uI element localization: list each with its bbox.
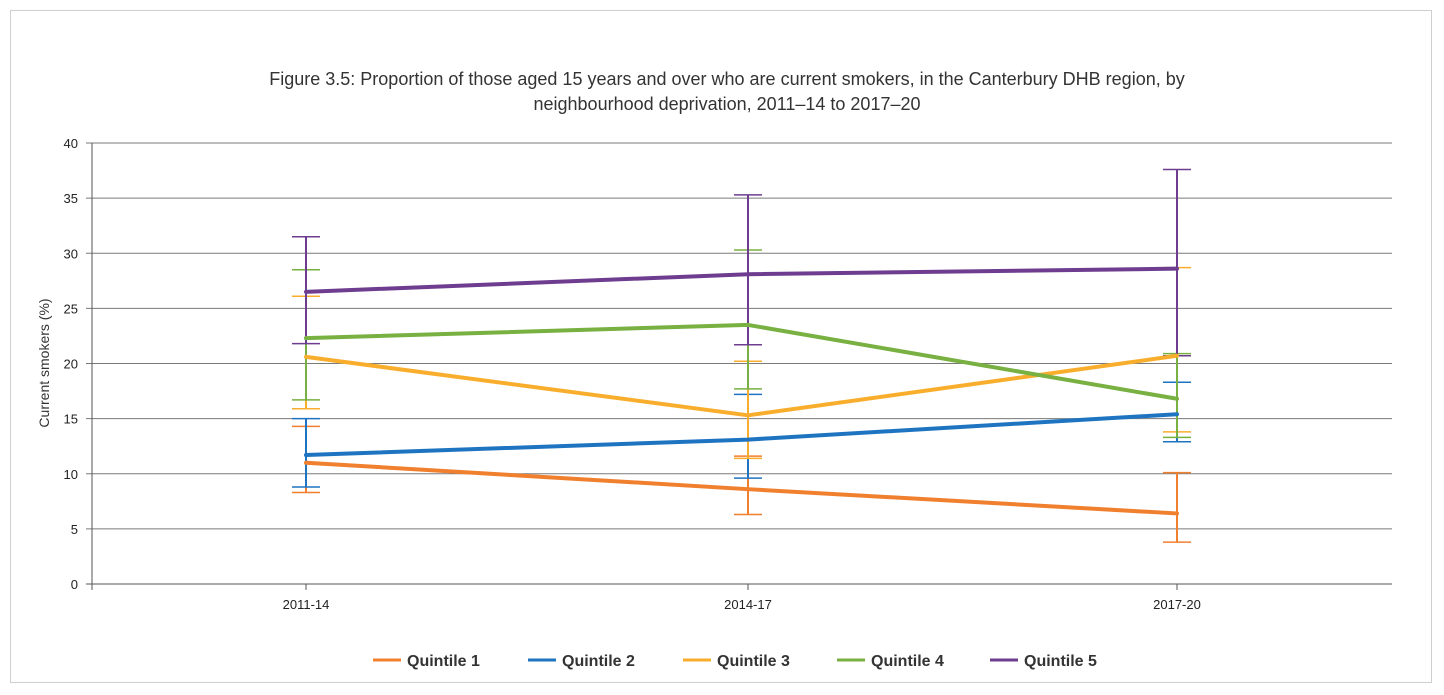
legend-item-quintile-2: Quintile 2 <box>528 653 635 670</box>
series-line-quintile-4 <box>304 322 1179 401</box>
x-tick-2014-17: 2014-17 <box>724 597 772 612</box>
legend-item-quintile-3: Quintile 3 <box>683 653 790 670</box>
series-line-quintile-1 <box>304 460 1179 516</box>
legend-label: Quintile 5 <box>1024 653 1097 670</box>
legend-item-quintile-1: Quintile 1 <box>373 653 480 670</box>
x-tick-labels: 2011-14 2014-17 2017-20 <box>283 597 1201 612</box>
y-tick-labels: 0 5 10 15 20 25 30 35 40 <box>64 136 78 592</box>
y-tick-40: 40 <box>64 136 78 151</box>
series-line-quintile-3 <box>304 353 1179 418</box>
legend-label: Quintile 1 <box>407 653 480 670</box>
series-line-quintile-2 <box>304 412 1179 458</box>
error-bar-1-2 <box>1163 471 1191 543</box>
gridlines <box>86 142 1392 590</box>
y-tick-25: 25 <box>64 301 78 316</box>
legend-label: Quintile 4 <box>871 653 944 670</box>
legend-item-quintile-4: Quintile 4 <box>837 653 944 670</box>
error-bars <box>292 168 1191 543</box>
y-tick-15: 15 <box>64 412 78 427</box>
legend-item-quintile-5: Quintile 5 <box>990 653 1097 670</box>
x-tick-2011-14: 2011-14 <box>283 597 330 612</box>
y-tick-35: 35 <box>64 191 78 206</box>
legend: Quintile 1 Quintile 2 Quintile 3 Quintile 4… <box>373 653 1097 670</box>
legend-label: Quintile 3 <box>717 653 790 670</box>
series-lines <box>304 266 1179 516</box>
chart-frame <box>10 10 1432 683</box>
series-line-quintile-5 <box>304 266 1179 294</box>
y-tick-0: 0 <box>71 577 78 592</box>
error-bar-5-2 <box>1163 168 1191 357</box>
legend-label: Quintile 2 <box>562 653 635 670</box>
chart-title-line2: neighbourhood deprivation, 2011–14 to 20… <box>534 94 921 114</box>
y-tick-20: 20 <box>64 357 78 372</box>
error-bar-2-0 <box>292 417 320 488</box>
y-tick-5: 5 <box>71 522 78 537</box>
y-axis-label: Current smokers (%) <box>36 298 52 427</box>
chart-title-line1: Figure 3.5: Proportion of those aged 15 … <box>269 69 1184 89</box>
y-tick-30: 30 <box>64 246 78 261</box>
y-tick-10: 10 <box>64 467 78 482</box>
x-tick-2017-20: 2017-20 <box>1153 597 1201 612</box>
error-bar-5-1 <box>734 194 762 346</box>
